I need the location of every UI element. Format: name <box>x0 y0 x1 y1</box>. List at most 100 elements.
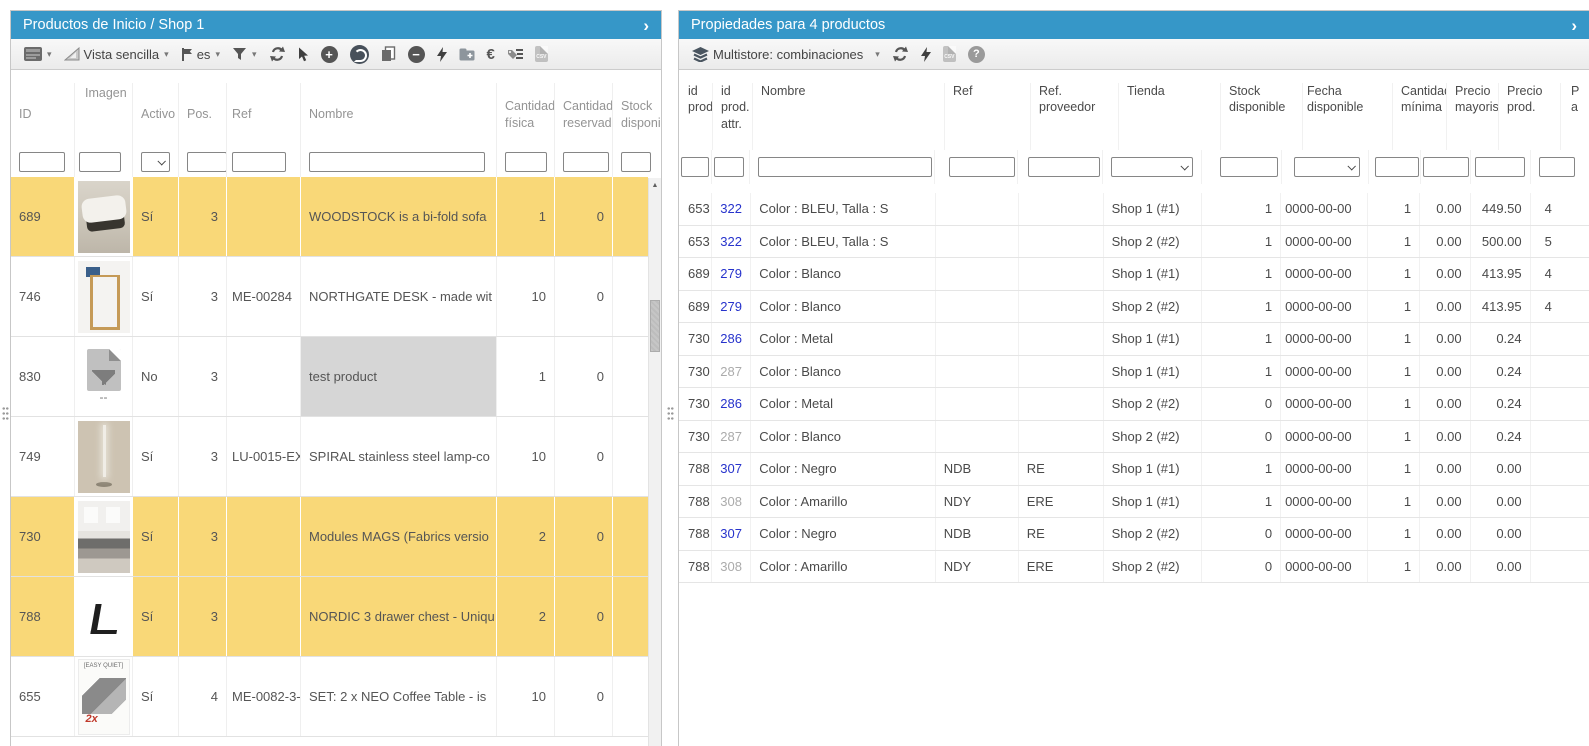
filter-ref-input[interactable] <box>232 151 286 172</box>
id-prod-attr-link[interactable]: 279 <box>720 266 742 282</box>
filter-id-prod-input[interactable] <box>681 157 709 177</box>
refresh-button[interactable] <box>263 43 292 65</box>
combination-row[interactable]: 788 307 Color : Negro NDB RE Shop 1 (#1)… <box>679 453 1589 486</box>
product-row[interactable]: 746 Sí 3 ME-00284 NORTHGATE DESK - made … <box>11 257 648 337</box>
filter-precio-mayorista-input[interactable] <box>1423 157 1470 177</box>
id-prod-attr-link[interactable]: 279 <box>720 298 742 314</box>
col-header-imagen[interactable]: Imagen <box>75 83 133 146</box>
filter-activo-select[interactable] <box>141 151 170 172</box>
col-header-nombre[interactable]: Nombre <box>301 83 497 146</box>
panel-resize-handle-left[interactable] <box>0 10 10 746</box>
multistore-button[interactable]: Multistore: combinaciones ▾ <box>686 44 886 65</box>
col-header-fecha-disponible[interactable]: Fecha disponible <box>1303 83 1393 150</box>
add-to-group-button[interactable] <box>453 45 481 64</box>
language-button[interactable]: es ▾ <box>175 44 226 65</box>
scroll-up-arrow-icon[interactable]: ▲ <box>651 182 659 189</box>
id-prod-attr-link[interactable]: 322 <box>720 201 742 217</box>
id-prod-attr-link[interactable]: 307 <box>720 461 742 477</box>
product-row[interactable]: 730 Sí 3 Modules MAGS (Fabrics versio 2 … <box>11 497 648 577</box>
view-mode-button[interactable]: Vista sencilla ▾ <box>58 44 175 65</box>
select-pointer-button[interactable] <box>292 44 315 65</box>
filter-precio-attr-input[interactable] <box>1538 157 1575 177</box>
col-header-nombre[interactable]: Nombre <box>753 83 945 150</box>
combination-row[interactable]: 689 279 Color : Blanco Shop 2 (#2) 1 000… <box>679 290 1589 323</box>
id-prod-attr-link[interactable]: 308 <box>720 493 742 509</box>
filter-ref-proveedor-input[interactable] <box>1028 157 1101 177</box>
filter-stock-disponible-input[interactable] <box>1219 157 1278 177</box>
product-row[interactable]: 749 Sí 3 LU-0015-EX SPIRAL stainless ste… <box>11 417 648 497</box>
filter-id-input[interactable] <box>19 151 65 172</box>
col-header-tienda[interactable]: Tienda <box>1119 83 1221 150</box>
filter-button[interactable]: ▾ <box>226 44 263 64</box>
filter-nombre-input[interactable] <box>309 151 485 172</box>
id-prod-attr-link[interactable]: 308 <box>720 558 742 574</box>
col-header-precio-mayorista[interactable]: Precio mayorista <box>1447 83 1499 150</box>
id-prod-attr-link[interactable]: 287 <box>720 363 742 379</box>
drag-handle-dots-icon[interactable] <box>667 406 674 422</box>
combination-row[interactable]: 653 322 Color : BLEU, Talla : S Shop 2 (… <box>679 225 1589 258</box>
id-prod-attr-link[interactable]: 286 <box>720 396 742 412</box>
col-header-id-prod-attr[interactable]: id prod. attr. <box>713 83 753 150</box>
combination-row[interactable]: 730 286 Color : Metal Shop 1 (#1) 1 0000… <box>679 323 1589 356</box>
combination-row[interactable]: 788 308 Color : Amarillo NDY ERE Shop 2 … <box>679 550 1589 583</box>
combination-row[interactable]: 788 308 Color : Amarillo NDY ERE Shop 1 … <box>679 485 1589 518</box>
id-prod-attr-link[interactable]: 286 <box>720 331 742 347</box>
filter-nombre-input[interactable] <box>758 157 933 177</box>
col-header-cantidad-minima[interactable]: Cantidad mínima <box>1393 83 1447 150</box>
combination-row[interactable]: 653 322 Color : BLEU, Talla : S Shop 1 (… <box>679 193 1589 226</box>
col-header-pos[interactable]: Pos. <box>179 83 227 146</box>
id-prod-attr-link[interactable]: 322 <box>720 233 742 249</box>
scrollbar-thumb[interactable] <box>650 300 660 352</box>
filter-cantidad-reservada-input[interactable] <box>563 151 609 172</box>
filter-id-prod-attr-input[interactable] <box>713 157 744 177</box>
filter-tienda-select[interactable] <box>1111 157 1193 177</box>
col-header-activo[interactable]: Activo <box>133 83 179 146</box>
quick-edit-button[interactable] <box>431 44 453 65</box>
combination-row[interactable]: 689 279 Color : Blanco Shop 1 (#1) 1 000… <box>679 258 1589 291</box>
col-header-stock-disponible[interactable]: Stock disponible <box>621 99 661 130</box>
combination-row[interactable]: 788 307 Color : Negro NDB RE Shop 2 (#2)… <box>679 518 1589 551</box>
export-csv-button[interactable] <box>937 43 962 65</box>
panel-resize-handle-mid[interactable] <box>662 10 678 746</box>
filter-stock-disponible-input[interactable] <box>621 151 651 172</box>
combination-row[interactable]: 730 286 Color : Metal Shop 2 (#2) 0 0000… <box>679 388 1589 421</box>
col-header-cantidad-reservada[interactable]: Cantidad reservada <box>555 83 613 146</box>
refresh-button[interactable] <box>886 43 915 65</box>
product-row[interactable]: 655 [EASY QUIET] 2x Sí 4 ME-0082-3- SET:… <box>11 657 648 737</box>
product-row[interactable]: 689 Sí 3 WOODSTOCK is a bi-fold sofa 1 0 <box>11 177 648 257</box>
prestashop-button[interactable] <box>344 42 375 67</box>
combination-row[interactable]: 730 287 Color : Blanco Shop 1 (#1) 1 000… <box>679 355 1589 388</box>
filter-cantidad-minima-input[interactable] <box>1374 157 1419 177</box>
quick-edit-button[interactable] <box>915 44 937 65</box>
price-button[interactable]: € <box>481 44 501 65</box>
remove-product-button[interactable]: − <box>402 43 431 66</box>
combination-row[interactable]: 730 287 Color : Blanco Shop 2 (#2) 0 000… <box>679 420 1589 453</box>
collapse-panel-icon[interactable]: › <box>643 15 649 35</box>
drag-handle-dots-icon[interactable] <box>2 406 9 422</box>
collapse-panel-icon[interactable]: › <box>1571 15 1577 35</box>
product-row[interactable]: 830 -- No 3 test product 1 0 <box>11 337 648 417</box>
filter-pos-input[interactable] <box>187 151 226 172</box>
add-product-button[interactable]: + <box>315 43 344 66</box>
col-header-id-prod[interactable]: id prod. <box>679 83 713 150</box>
col-header-id[interactable]: ID <box>11 83 75 146</box>
export-csv-button[interactable] <box>529 43 554 65</box>
duplicate-button[interactable] <box>375 43 402 65</box>
filter-imagen-input[interactable] <box>79 151 121 172</box>
col-header-ref[interactable]: Ref <box>945 83 1031 150</box>
filter-fecha-disponible-select[interactable] <box>1293 157 1360 177</box>
product-row[interactable]: 788 Sí 3 NORDIC 3 drawer chest - Uniqu 2… <box>11 577 648 657</box>
filter-ref-input[interactable] <box>948 157 1015 177</box>
col-header-stock-disponible[interactable]: Stock disponible <box>1221 83 1303 150</box>
grid-view-button[interactable]: ▾ <box>18 44 58 64</box>
col-header-ref[interactable]: Ref <box>227 83 301 146</box>
vertical-scrollbar[interactable]: ▲ <box>648 178 661 746</box>
id-prod-attr-link[interactable]: 307 <box>720 526 742 542</box>
col-header-precio-prod[interactable]: Precio prod. <box>1499 83 1561 150</box>
col-header-ref-proveedor[interactable]: Ref. proveedor <box>1031 83 1119 150</box>
price-list-button[interactable] <box>501 44 529 64</box>
filter-cantidad-fisica-input[interactable] <box>505 151 547 172</box>
col-header-cantidad-fisica[interactable]: Cantidad física <box>497 83 555 146</box>
col-header-precio-attr[interactable]: P a <box>1571 84 1580 115</box>
id-prod-attr-link[interactable]: 287 <box>720 428 742 444</box>
